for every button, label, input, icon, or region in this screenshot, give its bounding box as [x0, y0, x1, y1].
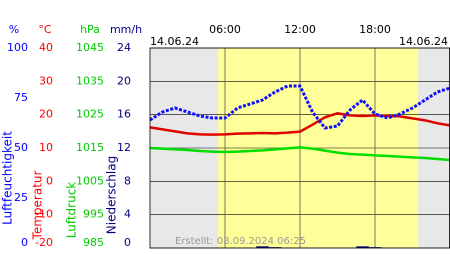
series-line — [149, 146, 450, 162]
y-tick-label: -10 — [35, 208, 53, 221]
date-label: 14.06.24 — [150, 35, 199, 48]
y-tick-label: 1025 — [76, 108, 104, 121]
y-tick-label: 50 — [14, 141, 28, 154]
precipitation-bar — [256, 246, 269, 248]
y-tick-label: 20 — [117, 74, 131, 87]
y-tick-label: 995 — [83, 208, 104, 221]
y-tick-label: 25 — [14, 191, 28, 204]
y-tick-label: -20 — [35, 236, 53, 249]
x-tick-label: 18:00 — [359, 23, 391, 36]
footnote: Erstellt: 08.09.2024 06:25 — [175, 236, 306, 247]
y-tick-label: 985 — [83, 236, 104, 249]
y-tick-label: 16 — [117, 108, 131, 121]
series-line — [149, 84, 450, 130]
axis-unit: mm/h — [110, 23, 142, 36]
y-tick-label: 0 — [124, 236, 131, 249]
x-tick-label: 12:00 — [284, 23, 316, 36]
y-tick-label: 10 — [39, 141, 53, 154]
y-tick-label: 40 — [39, 41, 53, 54]
y-tick-label: 1015 — [76, 141, 104, 154]
y-tick-label: 75 — [14, 91, 28, 104]
y-tick-label: 100 — [7, 41, 28, 54]
date-label: 14.06.24 — [399, 35, 448, 48]
precipitation-bar — [368, 247, 382, 248]
y-tick-label: 0 — [21, 236, 28, 249]
axis-unit: % — [9, 23, 19, 36]
axis-title: Luftfeuchtigkeit — [1, 131, 15, 225]
y-tick-label: 1035 — [76, 74, 104, 87]
y-tick-label: 30 — [39, 74, 53, 87]
y-tick-label: 4 — [124, 208, 131, 221]
axis-unit: hPa — [80, 23, 100, 36]
y-tick-label: 8 — [124, 174, 131, 187]
axis-title: Luftdruck — [65, 182, 79, 239]
y-tick-label: 1005 — [76, 174, 104, 187]
y-tick-label: 1045 — [76, 41, 104, 54]
precipitation-bar — [268, 247, 282, 248]
axis-title: Temperatur — [31, 170, 45, 240]
series-line — [149, 112, 450, 136]
y-tick-label: 12 — [117, 141, 131, 154]
y-tick-label: 20 — [39, 108, 53, 121]
axis-title: Niederschlag — [105, 156, 119, 234]
x-tick-label: 06:00 — [209, 23, 241, 36]
precipitation-bar — [356, 246, 369, 248]
y-tick-label: 0 — [46, 174, 53, 187]
y-tick-label: 24 — [117, 41, 131, 54]
axis-unit: °C — [38, 23, 52, 36]
